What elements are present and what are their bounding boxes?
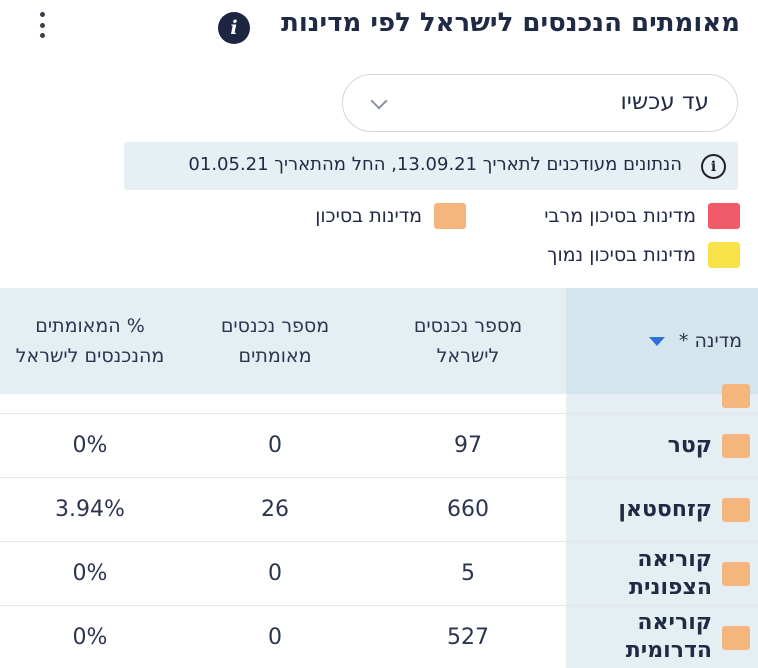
kebab-dot <box>39 12 45 17</box>
table-header: מדינה * מספר נכנסים לישראל מספר נכנסים מ… <box>0 288 758 394</box>
kebab-dot <box>39 22 45 28</box>
legend-label: מדינות בסיכון מרבי <box>544 205 696 227</box>
legend-item-highest-risk: מדינות בסיכון מרבי <box>544 202 740 230</box>
confirmed-cell: 0 <box>268 624 282 650</box>
percent-cell: 0% <box>72 433 108 458</box>
column-header-entrants[interactable]: מספר נכנסים לישראל <box>370 288 566 394</box>
chevron-down-icon <box>370 92 388 110</box>
risk-swatch <box>722 498 750 522</box>
country-name: קטר <box>667 432 712 458</box>
country-cell: קוריאה הצפונית <box>566 542 758 605</box>
page-title: מאומתים הנכנסים לישראל לפי מדינות <box>281 8 740 38</box>
update-notice-text: הנתונים מעודכנים לתאריך 13.09.21, החל מה… <box>188 154 682 175</box>
column-header-label: מספר נכנסים לישראל <box>413 315 523 367</box>
country-name: קזחסטאן <box>618 496 712 522</box>
risk-swatch <box>722 626 750 650</box>
percent-cell: 0% <box>72 624 108 650</box>
entrants-cell: 660 <box>447 497 489 522</box>
risk-swatch <box>722 562 750 586</box>
column-header-percent[interactable]: % המאומתים מהנכנסים לישראל <box>0 288 180 394</box>
risk-swatch <box>722 384 750 408</box>
table-row[interactable]: קטר 97 0 0% <box>0 414 758 478</box>
risk-swatch <box>722 434 750 458</box>
period-select-value: עד עכשיו <box>620 89 709 115</box>
info-icon: i <box>701 154 726 179</box>
table-row-partial <box>0 384 758 414</box>
header: מאומתים הנכנסים לישראל לפי מדינות i <box>0 0 758 52</box>
percent-cell: 3.94% <box>55 497 125 522</box>
update-notice: i הנתונים מעודכנים לתאריך 13.09.21, החל … <box>124 142 738 190</box>
country-cell: קוריאה הדרומית <box>566 606 758 668</box>
country-cell: קטר <box>566 414 758 477</box>
column-header-label: מספר נכנסים מאומתים <box>220 315 330 367</box>
legend-item-low-risk: מדינות בסיכון נמוך <box>547 241 740 269</box>
column-header-label: % המאומתים מהנכנסים לישראל <box>15 315 165 367</box>
table-row[interactable]: קוריאה הדרומית 527 0 0% <box>0 606 758 668</box>
legend-swatch-red <box>708 203 740 229</box>
column-header-label: מדינה * <box>678 330 742 352</box>
countries-table: מדינה * מספר נכנסים לישראל מספר נכנסים מ… <box>0 288 758 668</box>
legend-swatch-orange <box>434 203 466 229</box>
confirmed-cell: 0 <box>268 433 282 458</box>
percent-cell: 0% <box>72 561 108 586</box>
confirmed-cell: 0 <box>268 561 282 586</box>
column-header-confirmed[interactable]: מספר נכנסים מאומתים <box>180 288 370 394</box>
legend-label: מדינות בסיכון נמוך <box>547 244 696 266</box>
entrants-cell: 97 <box>454 433 482 458</box>
more-options-icon[interactable] <box>34 12 50 38</box>
legend-label: מדינות בסיכון <box>315 205 422 227</box>
sort-down-icon[interactable] <box>648 336 665 346</box>
country-name: קוריאה הצפונית <box>629 546 712 600</box>
legend-swatch-yellow <box>708 242 740 268</box>
period-select[interactable]: עד עכשיו <box>342 74 738 132</box>
kebab-dot <box>39 33 45 38</box>
entrants-cell: 527 <box>447 624 489 650</box>
country-cell: קזחסטאן <box>566 478 758 541</box>
country-name: קוריאה הדרומית <box>625 610 712 663</box>
confirmed-cell: 26 <box>261 497 289 522</box>
info-icon[interactable]: i <box>218 12 250 44</box>
table-row[interactable]: קזחסטאן 660 26 3.94% <box>0 478 758 542</box>
table-row[interactable]: קוריאה הצפונית 5 0 0% <box>0 542 758 606</box>
entrants-cell: 5 <box>461 561 475 586</box>
country-cell <box>566 384 758 413</box>
column-header-country[interactable]: מדינה * <box>566 288 758 394</box>
legend-item-risk: מדינות בסיכון <box>315 202 466 230</box>
